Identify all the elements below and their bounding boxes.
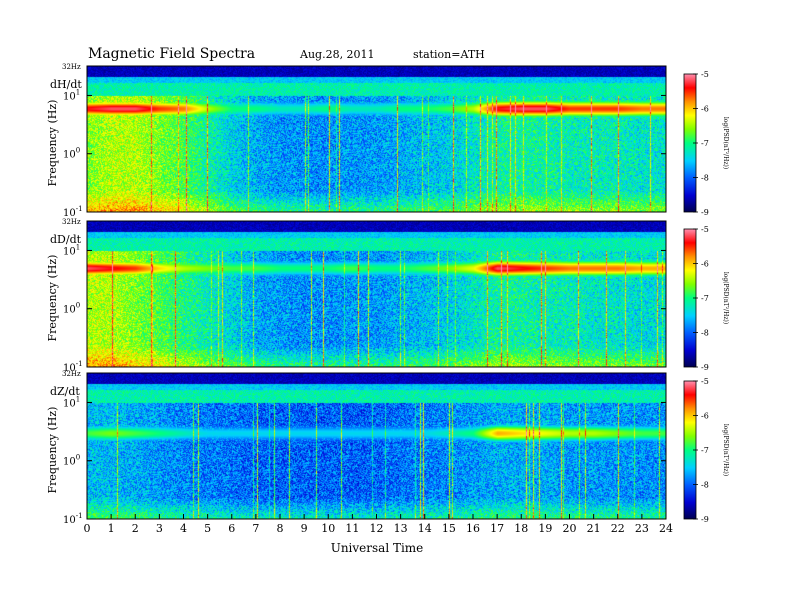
x-tick-label: 8 bbox=[277, 522, 284, 535]
colorbar-tick-label: -8 bbox=[701, 329, 709, 338]
panel-frame bbox=[86, 65, 667, 213]
colorbar: -5 -6 -7 -8 -9 log(PSD(nT²/Hz)) bbox=[683, 225, 729, 372]
colorbar-tick-label: -7 bbox=[701, 294, 709, 303]
top-frequency-label: 32Hz bbox=[62, 370, 81, 378]
x-tick-label: 20 bbox=[563, 522, 577, 535]
y-tick-label: 101 bbox=[63, 243, 80, 257]
x-tick-label: 2 bbox=[132, 522, 139, 535]
y-tick-label: 10-1 bbox=[63, 205, 83, 219]
colorbar-tick-label: -7 bbox=[701, 446, 709, 455]
panel-label: dD/dt bbox=[50, 233, 82, 246]
colorbar-tick-label: -7 bbox=[701, 139, 709, 148]
x-tick-label: 12 bbox=[370, 522, 384, 535]
x-tick-label: 17 bbox=[490, 522, 504, 535]
y-axis-label: Frequency (Hz) bbox=[46, 255, 59, 342]
y-tick-label: 10-1 bbox=[63, 512, 83, 526]
x-axis-label: Universal Time bbox=[331, 541, 424, 555]
heatmap-canvas bbox=[87, 373, 666, 519]
x-tick-label: 13 bbox=[394, 522, 408, 535]
x-tick-label: 22 bbox=[611, 522, 625, 535]
colorbar-tick-label: -6 bbox=[701, 412, 709, 421]
x-tick-label: 10 bbox=[321, 522, 335, 535]
colorbar-tick-label: -9 bbox=[701, 363, 709, 372]
x-tick-label: 16 bbox=[466, 522, 480, 535]
x-tick-label: 24 bbox=[659, 522, 673, 535]
panel-label: dZ/dt bbox=[50, 385, 80, 398]
station-label: station=ATH bbox=[413, 48, 485, 61]
x-tick-label: 21 bbox=[587, 522, 601, 535]
y-axis-label: Frequency (Hz) bbox=[46, 100, 59, 187]
x-axis: 0 1 2 3 4 5 6 7 8 9 10 11 12 13 14 15 16 17 18 19 20 21 22 23 24 bbox=[84, 514, 673, 535]
x-tick-label: 9 bbox=[301, 522, 308, 535]
x-tick-label: 1 bbox=[108, 522, 115, 535]
x-tick-label: 11 bbox=[345, 522, 359, 535]
colorbar-tick-label: -5 bbox=[701, 225, 709, 234]
x-tick-label: 3 bbox=[156, 522, 163, 535]
heatmap-canvas bbox=[87, 221, 666, 367]
colorbar-label: log(PSD(nT²/Hz)) bbox=[722, 424, 729, 476]
colorbar-tick-label: -6 bbox=[701, 260, 709, 269]
panel-frame bbox=[86, 220, 667, 368]
colorbar-label: log(PSD(nT²/Hz)) bbox=[722, 272, 729, 324]
x-tick-label: 14 bbox=[418, 522, 432, 535]
top-frequency-label: 32Hz bbox=[62, 63, 81, 71]
figure-title: Magnetic Field Spectra bbox=[88, 46, 255, 62]
colorbar: -5 -6 -7 -8 -9 log(PSD(nT²/Hz)) bbox=[683, 70, 729, 217]
colorbar: -5 -6 -7 -8 -9 log(PSD(nT²/Hz)) bbox=[683, 377, 729, 524]
colorbar-tick-label: -6 bbox=[701, 105, 709, 114]
colorbar-tick-label: -9 bbox=[701, 515, 709, 524]
y-tick-label: 100 bbox=[63, 147, 80, 161]
x-tick-label: 0 bbox=[84, 522, 91, 535]
colorbar-tick-label: -8 bbox=[701, 481, 709, 490]
y-axis-label: Frequency (Hz) bbox=[46, 407, 59, 494]
colorbar-tick-label: -5 bbox=[701, 377, 709, 386]
y-tick-label: 101 bbox=[63, 395, 80, 409]
x-tick-label: 15 bbox=[442, 522, 456, 535]
colorbar-tick-label: -9 bbox=[701, 208, 709, 217]
y-tick-label: 101 bbox=[63, 88, 80, 102]
panel-label: dH/dt bbox=[50, 78, 82, 91]
top-frequency-label: 32Hz bbox=[62, 218, 81, 226]
x-tick-label: 19 bbox=[538, 522, 552, 535]
heatmap-canvas bbox=[87, 66, 666, 212]
colorbar-label: log(PSD(nT²/Hz)) bbox=[722, 117, 729, 169]
x-tick-label: 7 bbox=[252, 522, 259, 535]
y-tick-label: 100 bbox=[63, 454, 80, 468]
date-label: Aug.28, 2011 bbox=[299, 48, 375, 61]
x-tick-label: 5 bbox=[204, 522, 211, 535]
colorbar-tick-label: -8 bbox=[701, 174, 709, 183]
x-tick-label: 6 bbox=[228, 522, 235, 535]
x-tick-label: 4 bbox=[180, 522, 187, 535]
colorbar-tick-label: -5 bbox=[701, 70, 709, 79]
y-tick-label: 100 bbox=[63, 302, 80, 316]
x-tick-label: 18 bbox=[514, 522, 528, 535]
x-tick-label: 23 bbox=[635, 522, 649, 535]
